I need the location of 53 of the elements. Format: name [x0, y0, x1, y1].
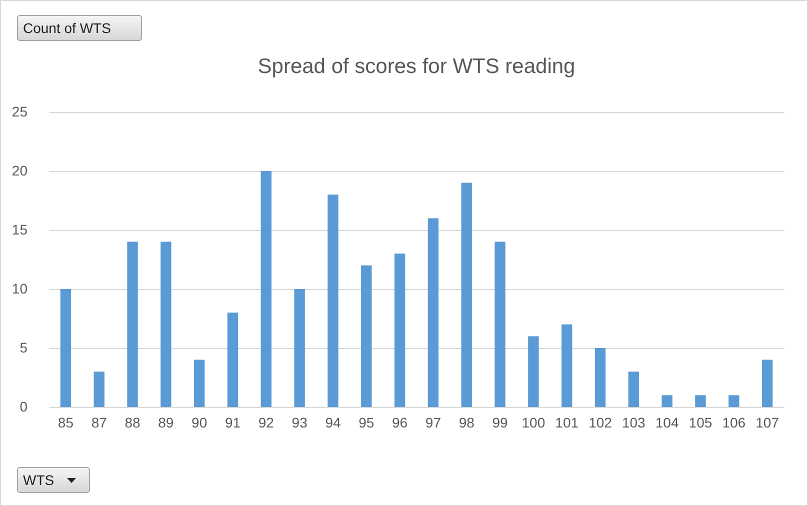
- bar: [94, 372, 104, 407]
- bar: [728, 395, 740, 407]
- y-tick-label: 15: [12, 222, 28, 238]
- x-tick-label: 94: [325, 414, 341, 430]
- x-tick-label: 105: [688, 414, 712, 430]
- bar: [461, 182, 472, 407]
- y-tick-label: 25: [12, 104, 28, 120]
- x-tick-label: 97: [425, 414, 442, 430]
- bar: [528, 336, 539, 407]
- bar: [260, 171, 272, 407]
- bar: [762, 360, 773, 407]
- y-tick-label: 0: [20, 398, 28, 414]
- x-tick-label: 107: [756, 414, 780, 430]
- x-tick-label: 106: [722, 414, 746, 430]
- bar: [594, 348, 606, 407]
- x-tick-label: 104: [655, 414, 679, 430]
- x-tick-label: 102: [588, 414, 612, 430]
- bar: [561, 324, 572, 407]
- x-tick-label: 99: [492, 414, 508, 430]
- y-tick-label: 10: [12, 280, 28, 296]
- x-tick-label: 85: [58, 414, 74, 430]
- bar: [361, 265, 372, 407]
- bar: [494, 242, 506, 407]
- bar: [695, 395, 706, 407]
- x-tick-label: 103: [622, 414, 646, 430]
- x-tick-label: 100: [522, 414, 546, 430]
- x-tick-label: 98: [458, 414, 475, 430]
- x-tick-label: 91: [224, 414, 241, 430]
- x-tick-label: 96: [392, 414, 408, 430]
- bar: [227, 312, 238, 407]
- x-tick-label: 92: [258, 414, 274, 430]
- chart-title: Spread of scores for WTS reading: [258, 55, 576, 78]
- y-tick-label: 20: [12, 162, 28, 178]
- x-tick-label: 93: [292, 414, 308, 430]
- bar: [60, 289, 72, 407]
- bar: [662, 395, 672, 407]
- bar: [160, 242, 172, 407]
- x-tick-label: 87: [91, 414, 108, 430]
- x-tick-label: 88: [124, 414, 141, 430]
- x-tick-label: 89: [158, 414, 174, 430]
- x-tick-label: 90: [192, 414, 208, 430]
- bar: [428, 218, 439, 407]
- y-tick-label: 5: [20, 340, 28, 356]
- text: Count of WTS: [23, 20, 111, 36]
- bar: [127, 242, 138, 407]
- bar: [328, 194, 338, 407]
- bar: [394, 254, 406, 407]
- bar: [628, 372, 640, 407]
- bar: [294, 289, 305, 407]
- x-tick-label: 101: [555, 414, 579, 430]
- x-tick-label: 95: [358, 414, 374, 430]
- bar: [194, 360, 205, 407]
- text: WTS: [23, 472, 54, 488]
